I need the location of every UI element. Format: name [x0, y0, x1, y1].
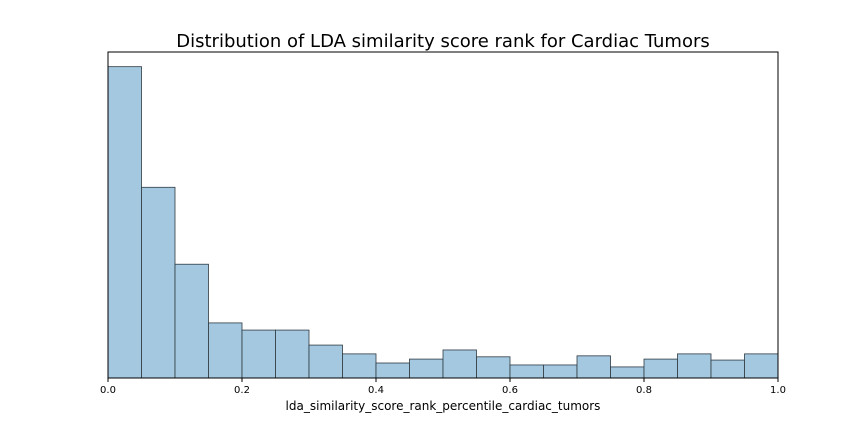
histogram-bar: [576, 355, 611, 379]
chart-title: Distribution of LDA similarity score ran…: [176, 31, 710, 52]
histogram-bar: [744, 353, 779, 379]
x-tick-label: 0.0: [100, 385, 116, 396]
histogram-bar: [208, 322, 243, 379]
histogram-bar: [342, 353, 377, 379]
x-tick-label: 0.8: [636, 385, 652, 396]
histogram-bar: [610, 366, 645, 379]
bars-group: [107, 66, 779, 379]
histogram-bar: [643, 358, 678, 379]
x-axis-label: lda_similarity_score_rank_percentile_car…: [286, 399, 601, 413]
histogram-bar: [677, 353, 712, 379]
histogram-bar: [543, 364, 578, 379]
histogram-bar: [308, 344, 343, 379]
histogram-bar: [275, 329, 310, 379]
x-tick-label: 0.6: [502, 385, 518, 396]
x-tick-label: 1.0: [770, 385, 786, 396]
histogram-bar: [442, 349, 477, 379]
histogram-bar: [141, 186, 176, 379]
histogram-bar: [476, 356, 511, 379]
x-axis-ticks: 0.0 0.2 0.4 0.6 0.8 1.0: [100, 378, 786, 396]
x-tick-label: 0.4: [368, 385, 384, 396]
histogram-bar: [710, 359, 745, 379]
histogram-bar: [509, 364, 544, 379]
histogram-bar: [107, 66, 142, 379]
histogram-bar: [174, 263, 209, 379]
histogram-bar: [409, 358, 444, 379]
axes-frame: [107, 51, 779, 379]
x-tick-label: 0.2: [234, 385, 250, 396]
histogram-bar: [241, 329, 276, 379]
histogram-bar: [375, 362, 410, 379]
